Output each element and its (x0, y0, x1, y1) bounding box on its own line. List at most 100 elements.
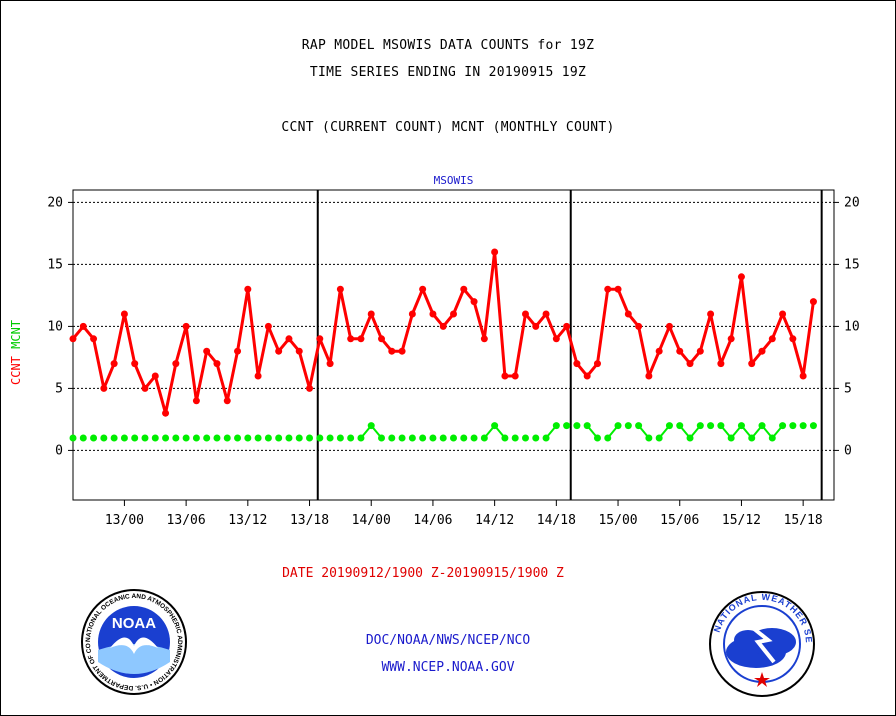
data-point-ccnt (223, 397, 231, 405)
data-point-mcnt (809, 422, 817, 430)
y-tick-label-left: 15 (47, 257, 63, 272)
data-point-mcnt (295, 434, 303, 442)
data-point-ccnt (347, 335, 355, 343)
data-point-ccnt (100, 384, 108, 392)
data-point-mcnt (419, 434, 427, 442)
data-point-mcnt (69, 434, 77, 442)
data-point-mcnt (450, 434, 457, 442)
data-point-mcnt (635, 422, 643, 430)
data-point-mcnt (563, 422, 571, 430)
chart-title-line1: RAP MODEL MSOWIS DATA COUNTS for 19Z (301, 38, 595, 53)
data-point-ccnt (563, 322, 571, 330)
data-point-ccnt (501, 372, 509, 380)
data-point-ccnt (110, 360, 118, 368)
data-point-mcnt (264, 434, 272, 442)
data-point-ccnt (491, 248, 499, 256)
data-point-mcnt (521, 434, 529, 442)
data-point-ccnt (614, 285, 622, 293)
data-point-mcnt (326, 434, 334, 442)
y-tick-label-right: 20 (844, 195, 860, 210)
data-point-mcnt (604, 434, 612, 442)
data-point-mcnt (542, 434, 550, 442)
data-point-ccnt (655, 347, 663, 355)
data-point-ccnt (450, 310, 457, 318)
data-point-mcnt (388, 434, 396, 442)
data-point-mcnt (275, 434, 283, 442)
data-point-mcnt (192, 434, 200, 442)
data-point-mcnt (758, 422, 766, 430)
data-point-ccnt (727, 335, 735, 343)
data-point-mcnt (172, 434, 180, 442)
data-point-mcnt (727, 434, 735, 442)
data-point-ccnt (90, 335, 98, 343)
data-point-ccnt (758, 347, 766, 355)
data-point-mcnt (100, 434, 108, 442)
data-point-ccnt (676, 347, 684, 355)
data-point-mcnt (347, 434, 355, 442)
data-point-mcnt (408, 434, 416, 442)
data-point-mcnt (707, 422, 715, 430)
data-point-mcnt (460, 434, 468, 442)
nws-logo: NATIONAL WEATHER SERVICE (708, 590, 815, 697)
x-tick-label: 15/00 (598, 513, 637, 528)
data-point-ccnt (69, 335, 77, 343)
data-point-mcnt (686, 434, 694, 442)
data-point-mcnt (573, 422, 581, 430)
y-axis-label: CCNT MCNT (9, 320, 23, 385)
data-point-mcnt (429, 434, 437, 442)
data-point-mcnt (501, 434, 509, 442)
data-point-mcnt (316, 434, 324, 442)
x-tick-label: 14/00 (352, 513, 391, 528)
x-tick-label: 14/18 (537, 513, 576, 528)
data-point-ccnt (737, 273, 745, 281)
data-point-ccnt (532, 322, 540, 330)
data-point-ccnt (120, 310, 128, 318)
data-point-ccnt (439, 322, 447, 330)
x-tick-label: 13/18 (290, 513, 329, 528)
x-tick-label: 14/12 (475, 513, 514, 528)
y-tick-label-left: 20 (47, 195, 63, 210)
data-point-ccnt (367, 310, 375, 318)
data-point-ccnt (624, 310, 632, 318)
data-point-mcnt (665, 422, 673, 430)
data-point-ccnt (789, 335, 797, 343)
y-tick-label-left: 5 (55, 381, 63, 396)
data-point-ccnt (398, 347, 406, 355)
data-point-mcnt (90, 434, 98, 442)
data-point-ccnt (748, 360, 756, 368)
data-point-mcnt (141, 434, 149, 442)
x-tick-label: 14/06 (413, 513, 452, 528)
data-point-mcnt (131, 434, 139, 442)
data-point-mcnt (614, 422, 622, 430)
data-point-ccnt (408, 310, 416, 318)
data-point-ccnt (203, 347, 211, 355)
data-point-ccnt (151, 372, 159, 380)
data-point-ccnt (779, 310, 787, 318)
noaa-logo: NOAA NATIONAL OCEANIC AND ATMOSPHERIC AD… (80, 588, 187, 695)
ncep-url-link[interactable]: WWW.NCEP.NOAA.GOV (381, 660, 515, 675)
data-point-mcnt (491, 422, 499, 430)
data-point-ccnt (717, 360, 725, 368)
data-point-ccnt (275, 347, 283, 355)
noaa-wordmark: NOAA (112, 615, 156, 632)
data-point-ccnt (357, 335, 365, 343)
data-point-mcnt (748, 434, 756, 442)
data-point-ccnt (542, 310, 550, 318)
data-point-mcnt (593, 434, 601, 442)
data-point-mcnt (162, 434, 170, 442)
data-point-ccnt (131, 360, 139, 368)
y-tick-label-right: 10 (844, 319, 860, 334)
data-point-mcnt (552, 422, 560, 430)
data-point-ccnt (480, 335, 488, 343)
data-point-ccnt (645, 372, 653, 380)
data-point-ccnt (521, 310, 529, 318)
data-point-ccnt (378, 335, 386, 343)
data-point-mcnt (676, 422, 684, 430)
data-point-ccnt (306, 384, 314, 392)
org-link[interactable]: DOC/NOAA/NWS/NCEP/NCO (365, 633, 531, 648)
data-point-ccnt (162, 409, 170, 417)
data-point-mcnt (234, 434, 242, 442)
y-tick-label-left: 10 (47, 319, 63, 334)
data-point-ccnt (336, 285, 344, 293)
data-point-mcnt (511, 434, 519, 442)
